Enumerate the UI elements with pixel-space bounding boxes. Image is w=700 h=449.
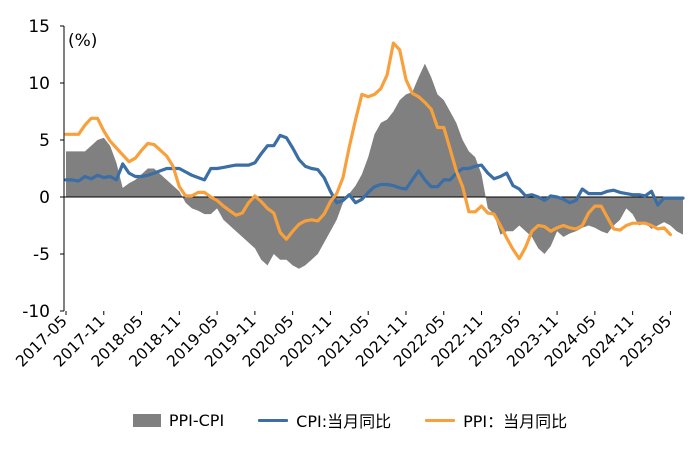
- y-tick-label: 15: [28, 17, 50, 37]
- legend-swatch-cpi: [258, 418, 289, 422]
- legend-item-ppi-cpi: PPI-CPI: [132, 410, 225, 430]
- legend-item-cpi: CPI:当月同比: [258, 408, 391, 432]
- legend-item-ppi: PPI：当月同比: [425, 408, 567, 432]
- series-ppi-cpi-area: [66, 63, 683, 269]
- x-tick-labels: 2017-052017-112018-052018-112019-052019-…: [12, 312, 675, 371]
- legend-swatch-ppi-cpi: [132, 413, 161, 427]
- legend-label-cpi: CPI:当月同比: [296, 412, 392, 431]
- legend-label-ppi: PPI：当月同比: [463, 412, 568, 431]
- series-ppi-line: [64, 41, 673, 261]
- legend-swatch-ppi: [425, 418, 456, 422]
- axes: [60, 25, 683, 315]
- y-tick-label: 0: [39, 188, 50, 208]
- y-tick-label: 10: [28, 74, 50, 94]
- chart: -10 -5 0 5 10 15 2017-052017-112018-052018-11…: [12, 17, 685, 371]
- legend-label-ppi-cpi: PPI-CPI: [168, 410, 225, 430]
- y-tick-labels: -10 -5 0 5 10 15: [22, 17, 50, 322]
- y-tick-label: -10: [22, 302, 50, 322]
- legend: PPI-CPI CPI:当月同比 PPI：当月同比: [0, 405, 700, 435]
- ppi-cpi-area-layer: [66, 63, 683, 269]
- y-tick-label: 5: [39, 131, 50, 151]
- unit-label: (%): [68, 31, 97, 51]
- line-series-layer: [64, 41, 685, 261]
- series-cpi-line: [64, 133, 685, 207]
- y-tick-label: -5: [33, 245, 50, 265]
